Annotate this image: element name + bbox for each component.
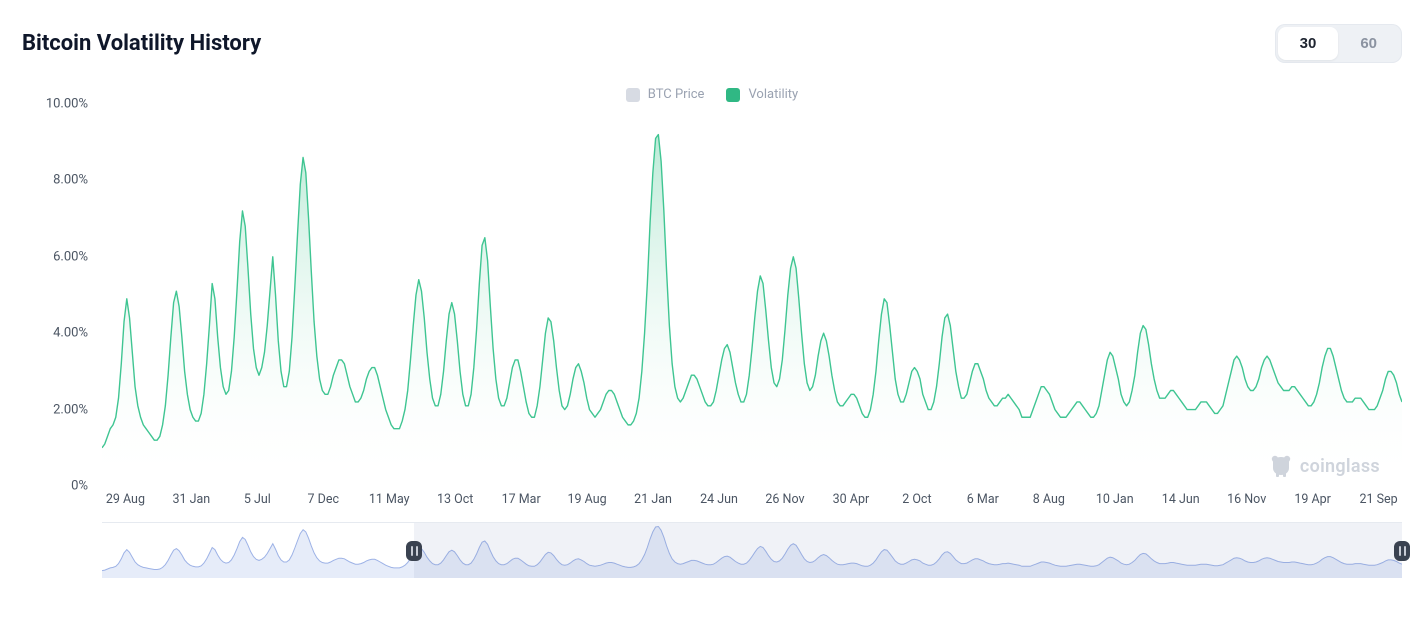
y-tick-label: 8.00%	[53, 173, 88, 188]
chart-legend: BTC Price Volatility	[0, 87, 1424, 102]
range-navigator[interactable]	[102, 522, 1402, 578]
x-tick-label: 21 Sep	[1359, 492, 1397, 507]
chart-plot-area[interactable]: coinglass	[102, 104, 1402, 486]
legend-swatch-icon	[726, 88, 740, 102]
x-tick-label: 19 Apr	[1294, 492, 1331, 507]
x-tick-label: 13 Oct	[437, 492, 473, 507]
x-tick-label: 29 Aug	[106, 492, 145, 507]
x-tick-label: 6 Mar	[967, 492, 999, 507]
page-title: Bitcoin Volatility History	[22, 31, 261, 56]
legend-swatch-icon	[626, 88, 640, 102]
x-axis: 29 Aug 31 Jan 5 Jul 7 Dec 11 May 13 Oct 17 Mar…	[102, 492, 1402, 514]
x-tick-label: 8 Aug	[1033, 492, 1065, 507]
nav-selection[interactable]	[414, 523, 1402, 578]
volatility-chart: 0%2.00%4.00%6.00%8.00%10.00% coinglass 2…	[22, 104, 1402, 514]
period-toggle: 30 60	[1275, 24, 1402, 63]
x-tick-label: 17 Mar	[502, 492, 541, 507]
legend-label: Volatility	[748, 87, 798, 102]
x-tick-label: 10 Jan	[1096, 492, 1134, 507]
x-tick-label: 31 Jan	[172, 492, 210, 507]
x-tick-label: 2 Oct	[902, 492, 931, 507]
x-tick-label: 21 Jan	[634, 492, 672, 507]
nav-handle-right[interactable]	[1394, 541, 1410, 561]
x-tick-label: 19 Aug	[568, 492, 607, 507]
x-tick-label: 11 May	[369, 492, 410, 507]
legend-label: BTC Price	[648, 87, 705, 102]
x-tick-label: 5 Jul	[244, 492, 271, 507]
x-tick-label: 24 Jun	[700, 492, 738, 507]
x-tick-label: 14 Jun	[1162, 492, 1200, 507]
toggle-60[interactable]: 60	[1338, 27, 1399, 60]
y-tick-label: 0%	[71, 479, 88, 494]
legend-item-volatility[interactable]: Volatility	[726, 87, 798, 102]
y-tick-label: 4.00%	[53, 326, 88, 341]
legend-item-btc-price[interactable]: BTC Price	[626, 87, 705, 102]
x-tick-label: 16 Nov	[1227, 492, 1266, 507]
y-tick-label: 10.00%	[46, 97, 88, 112]
nav-handle-left[interactable]	[406, 541, 422, 561]
x-tick-label: 30 Apr	[833, 492, 870, 507]
y-tick-label: 6.00%	[53, 249, 88, 264]
toggle-30[interactable]: 30	[1278, 27, 1339, 60]
y-axis: 0%2.00%4.00%6.00%8.00%10.00%	[22, 104, 94, 486]
x-tick-label: 7 Dec	[308, 492, 340, 507]
y-tick-label: 2.00%	[53, 402, 88, 417]
x-tick-label: 26 Nov	[765, 492, 804, 507]
